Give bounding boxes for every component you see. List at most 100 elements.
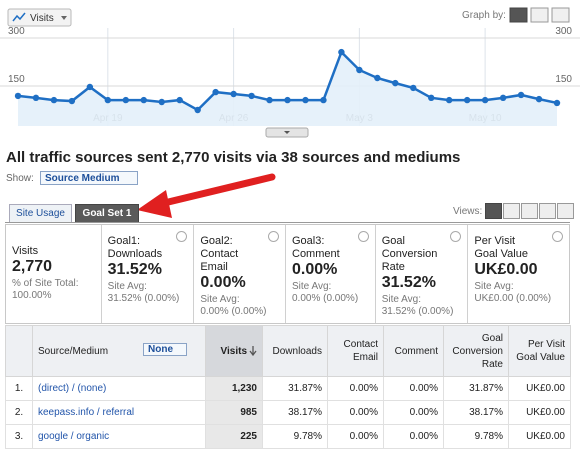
- summary-sub-value: 0.00% (0.00%): [200, 306, 267, 317]
- sort-arrow-shape: [249, 345, 257, 356]
- column-header: Source/Medium None: [32, 325, 206, 377]
- table-cell: 2.: [5, 400, 33, 425]
- view-compare[interactable]: [539, 203, 556, 219]
- secondary-dimension-select[interactable]: None: [143, 343, 187, 356]
- y-tick-label: 150: [8, 74, 25, 85]
- point: [194, 106, 201, 114]
- point: [302, 96, 309, 104]
- summary-box: Goal3: Comment 0.00% Site Avg: 0.00% (0.00%…: [285, 225, 375, 323]
- point: [68, 97, 76, 105]
- cell-text: UK£0.00: [526, 383, 565, 394]
- summary-box: Per Visit Goal Value UK£0.00 Site Avg: UK£0…: [467, 225, 569, 323]
- help-icon[interactable]: [176, 231, 188, 242]
- graph-day-button[interactable]: [509, 7, 528, 23]
- help-icon[interactable]: [450, 231, 462, 242]
- column-header-label: Per Visit Goal Value: [516, 339, 565, 363]
- point: [104, 96, 112, 104]
- point: [338, 48, 345, 56]
- graph-week-button[interactable]: [530, 7, 549, 23]
- column-header[interactable]: Per Visit Goal Value: [508, 325, 571, 377]
- column-header[interactable]: Downloads: [262, 325, 328, 377]
- y-tick-label: 300: [8, 26, 25, 37]
- source-link[interactable]: keepass.info / referral: [38, 407, 135, 418]
- point: [140, 96, 147, 104]
- column-header[interactable]: Contact Email: [327, 325, 384, 377]
- tab[interactable]: Goal Set 1: [75, 204, 139, 222]
- point: [446, 96, 453, 104]
- show-label: Show:: [6, 173, 34, 184]
- column-header-label: Goal Conversion Rate: [452, 332, 503, 370]
- view-pie[interactable]: [503, 203, 520, 219]
- point: [374, 74, 381, 82]
- graph-month-button[interactable]: [551, 7, 570, 23]
- column-header-label: Downloads: [272, 345, 322, 357]
- views-label: Views:: [453, 206, 483, 217]
- point: [463, 96, 471, 104]
- cell-text: 2.: [14, 407, 24, 418]
- table-cell: keepass.info / referral: [32, 400, 206, 425]
- summary-sub-label: Site Avg:: [474, 281, 514, 292]
- table-cell: UK£0.00: [508, 400, 571, 425]
- table-cell: (direct) / (none): [32, 376, 206, 401]
- summary-sub-value: 100.00%: [12, 290, 52, 301]
- header-row: Source/Medium None Visits Downloads Contact …: [5, 325, 571, 377]
- summary-value: 31.52%: [381, 274, 436, 291]
- tab[interactable]: Site Usage: [9, 204, 72, 222]
- view-bar[interactable]: [521, 203, 538, 219]
- table-cell: UK£0.00: [508, 424, 571, 449]
- table-row: 1. (direct) / (none) 1,230 31.87% 0.00% 0.00%…: [5, 376, 571, 401]
- summary-label: Goal Conversion Rate: [381, 235, 438, 273]
- metric-select-label[interactable]: Visits: [30, 13, 54, 24]
- point: [158, 98, 165, 106]
- metric-select[interactable]: [7, 8, 72, 27]
- column-header-label: Source/Medium: [38, 345, 109, 357]
- summary-box: Goal Conversion Rate 31.52% Site Avg: 31.52…: [374, 225, 468, 323]
- point: [320, 96, 327, 104]
- table-cell: 0.00%: [383, 376, 444, 401]
- source-link[interactable]: (direct) / (none): [38, 383, 107, 394]
- point: [266, 96, 273, 104]
- table-cell: 9.78%: [443, 424, 509, 449]
- column-header[interactable]: Comment: [383, 325, 444, 377]
- column-header[interactable]: Goal Conversion Rate: [443, 325, 509, 377]
- red-arrow-shaft: [156, 173, 276, 208]
- cell-text: 0.00%: [409, 431, 438, 442]
- point: [356, 66, 363, 74]
- point: [499, 94, 507, 102]
- summary-box: Goal2: Contact Email 0.00% Site Avg: 0.00% …: [193, 225, 285, 323]
- summary-box: Goal1: Downloads 31.52% Site Avg: 31.52% (0…: [100, 225, 194, 323]
- help-icon[interactable]: [552, 231, 563, 242]
- dimension-select[interactable]: Source Medium: [40, 171, 138, 185]
- table-cell: 31.87%: [443, 376, 509, 401]
- cell-text: 0.00%: [349, 407, 378, 418]
- y2-tick-label: 300: [555, 26, 572, 37]
- cell-text: 225: [240, 431, 257, 442]
- point: [14, 92, 22, 100]
- column-header-label: Comment: [394, 345, 438, 357]
- point: [428, 94, 435, 102]
- y2-tick-label: 150: [555, 74, 572, 85]
- cell-text: 38.17%: [469, 407, 503, 418]
- cell-text: UK£0.00: [526, 431, 565, 442]
- view-table[interactable]: [485, 203, 502, 219]
- table-cell: 225: [205, 424, 263, 449]
- table-cell: 38.17%: [443, 400, 509, 425]
- column-header[interactable]: Visits: [205, 325, 263, 377]
- summary-sub-label: Site Avg:: [292, 281, 332, 292]
- view-pivot[interactable]: [557, 203, 574, 219]
- table-cell: 3.: [5, 424, 33, 449]
- help-icon[interactable]: [357, 231, 369, 242]
- summary-label: Goal3: Comment: [292, 235, 340, 260]
- cell-text: 31.87%: [288, 383, 322, 394]
- help-icon[interactable]: [268, 231, 279, 242]
- metric-icon: [12, 12, 26, 22]
- table-row: 3. google / organic 225 9.78% 0.00% 0.00% 9.78…: [5, 424, 571, 449]
- point: [392, 79, 399, 87]
- area: [18, 52, 557, 126]
- table-cell: 0.00%: [327, 400, 384, 425]
- summary-label: Goal2: Contact Email: [200, 235, 239, 273]
- table-cell: google / organic: [32, 424, 206, 449]
- source-link[interactable]: google / organic: [38, 431, 110, 442]
- table-cell: 0.00%: [383, 424, 444, 449]
- cell-text: 1.: [14, 383, 24, 394]
